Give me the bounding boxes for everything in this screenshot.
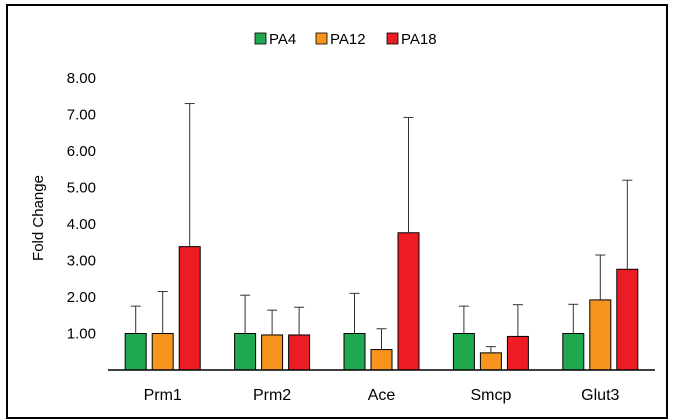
bar-pa18-ace [397, 232, 420, 371]
bar-pa12-prm1 [151, 333, 174, 371]
bar-pa4-smcp [452, 333, 475, 371]
y-tick-label: 7.00 [67, 107, 96, 124]
y-axis: 8.00 7.00 6.00 5.00 4.00 3.00 2.00 1.00 [67, 70, 96, 343]
bar-pa12-ace [370, 349, 393, 371]
x-tick-label: Ace [368, 387, 396, 404]
bar-pa18-prm2 [288, 334, 311, 371]
legend: PA4 PA12 PA18 [254, 31, 437, 48]
bar-pa18-glut3 [616, 268, 639, 371]
legend-label-pa18: PA18 [401, 31, 437, 48]
x-tick-label: Glut3 [581, 387, 619, 404]
legend-swatch-pa18 [386, 32, 399, 45]
bar-pa18-prm1 [178, 246, 201, 371]
bar-pa12-glut3 [589, 299, 612, 371]
bar-pa4-glut3 [562, 333, 585, 371]
y-tick-label: 5.00 [67, 180, 96, 197]
bar-pa4-prm2 [234, 333, 257, 371]
bar-pa18-smcp [506, 335, 529, 371]
y-tick-label: 3.00 [67, 253, 96, 270]
legend-swatch-pa12 [315, 32, 328, 45]
x-tick-label: Smcp [470, 387, 511, 404]
x-axis: Prm1 Prm2 Ace Smcp Glut3 [108, 369, 655, 404]
bar-pa12-smcp [479, 352, 502, 371]
chart-frame [6, 4, 668, 419]
bar-pa4-prm1 [124, 333, 147, 371]
bar-pa4-ace [343, 333, 366, 371]
y-tick-label: 6.00 [67, 143, 96, 160]
y-tick-label: 4.00 [67, 216, 96, 233]
y-tick-label: 1.00 [67, 326, 96, 343]
y-tick-label: 8.00 [67, 70, 96, 87]
x-tick-label: Prm1 [144, 387, 182, 404]
y-axis-title: Fold Change [30, 175, 47, 261]
legend-label-pa4: PA4 [269, 31, 296, 48]
bars [124, 103, 639, 371]
x-tick-label: Prm2 [253, 387, 291, 404]
legend-swatch-pa4 [254, 32, 267, 45]
bar-pa12-prm2 [261, 334, 284, 371]
legend-label-pa12: PA12 [330, 31, 366, 48]
y-tick-label: 2.00 [67, 289, 96, 306]
